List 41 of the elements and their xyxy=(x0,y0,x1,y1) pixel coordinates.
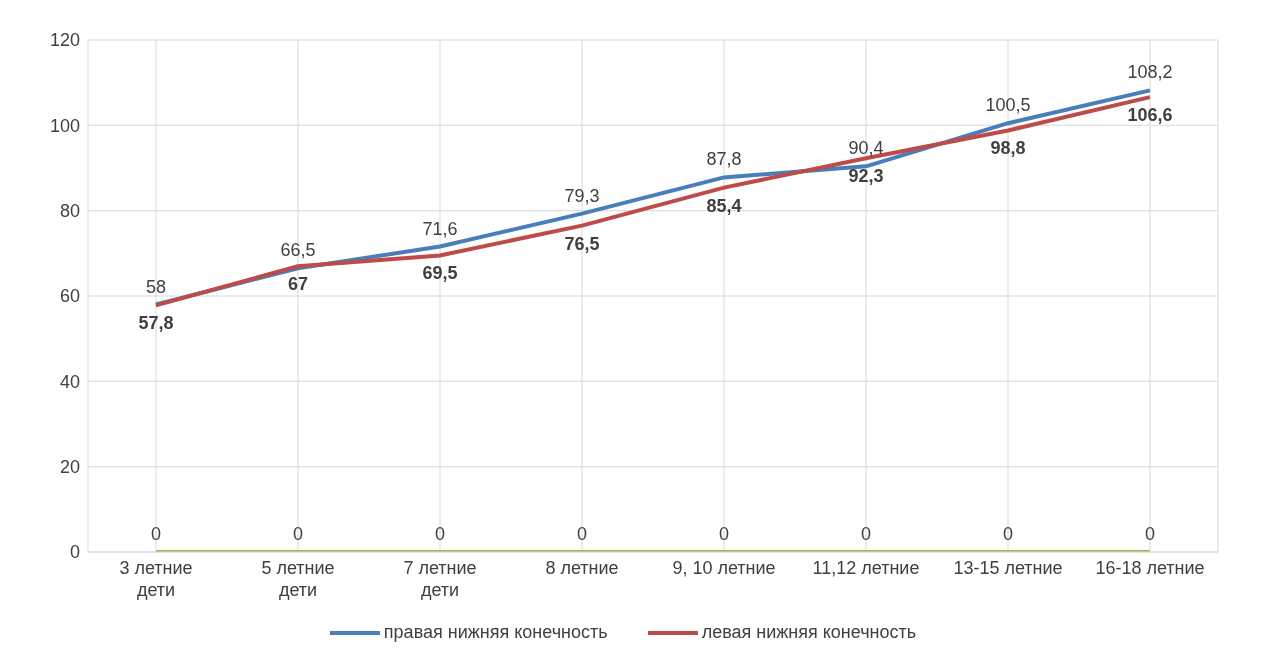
data-label: 0 xyxy=(860,524,872,544)
y-tick-label: 40 xyxy=(59,371,80,392)
x-tick-label: 8 летние xyxy=(545,558,619,578)
x-tick-label: 7 летние дети xyxy=(403,558,477,600)
data-label: 87,8 xyxy=(706,149,742,170)
data-label: 85,4 xyxy=(706,195,742,216)
data-label: 0 xyxy=(434,524,446,544)
legend-label: левая нижняя конечность xyxy=(700,622,917,643)
x-tick-label: 16-18 летние xyxy=(1095,558,1205,578)
y-tick-label: 0 xyxy=(69,542,80,563)
y-tick-label: 20 xyxy=(59,457,80,478)
data-label: 66,5 xyxy=(280,240,316,261)
legend-label: правая нижняя конечность xyxy=(382,622,608,643)
data-label: 79,3 xyxy=(564,185,600,206)
data-label: 69,5 xyxy=(422,263,458,284)
y-tick-label: 100 xyxy=(49,115,80,136)
data-label: 108,2 xyxy=(1127,62,1173,83)
data-label: 98,8 xyxy=(990,138,1026,159)
data-label: 58 xyxy=(145,276,167,297)
data-label: 0 xyxy=(1144,524,1156,544)
data-label: 0 xyxy=(292,524,304,544)
data-label: 106,6 xyxy=(1127,105,1173,126)
data-label: 0 xyxy=(150,524,162,544)
x-tick-label: 5 летние дети xyxy=(261,558,335,600)
data-label: 100,5 xyxy=(985,95,1031,116)
data-label: 67 xyxy=(287,274,309,295)
x-tick-label: 11,12 летние xyxy=(812,558,920,578)
data-label: 92,3 xyxy=(848,166,884,187)
data-label: 0 xyxy=(1002,524,1014,544)
data-label: 90,4 xyxy=(848,138,884,159)
y-tick-label: 80 xyxy=(59,201,80,222)
x-tick-label: 13-15 летние xyxy=(953,558,1063,578)
y-tick-label: 60 xyxy=(59,286,80,307)
data-label: 0 xyxy=(576,524,588,544)
data-label: 57,8 xyxy=(138,313,174,334)
data-label: 71,6 xyxy=(422,218,458,239)
x-tick-label: 9, 10 летние xyxy=(672,558,776,578)
x-tick-label: 3 летние дети xyxy=(119,558,193,600)
y-tick-label: 120 xyxy=(49,30,80,51)
data-label: 0 xyxy=(718,524,730,544)
data-label: 76,5 xyxy=(564,233,600,254)
